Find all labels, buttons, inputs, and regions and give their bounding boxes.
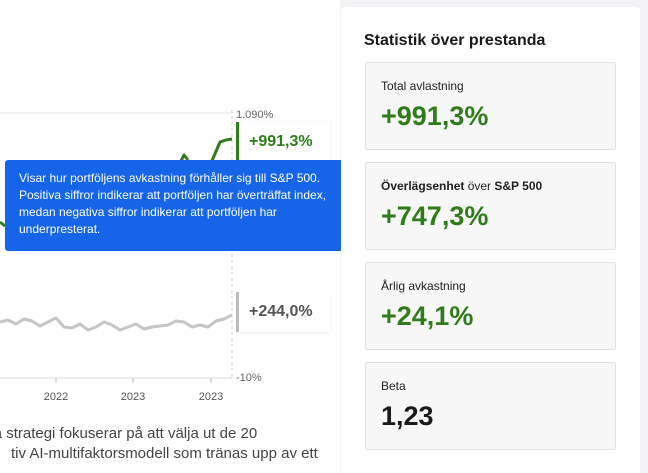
x-axis-label: 2023: [121, 391, 145, 403]
stat-value: +747,3%: [381, 201, 489, 231]
info-tooltip: Visar hur portföljens avkastning förhåll…: [5, 160, 359, 251]
description-line: tiv AI-multifaktorsmodell som tränas upp…: [11, 445, 318, 462]
stat-value: +24,1%: [381, 301, 474, 331]
portfolio-end-label: +991,3%: [236, 122, 330, 162]
stat-value: +991,3%: [381, 101, 489, 131]
stat-card-beta: Beta 1,23: [365, 362, 616, 450]
stat-label-bold: S&P 500: [494, 179, 543, 193]
sp500-series-line: [0, 313, 233, 332]
stat-value: 1,23: [381, 401, 434, 431]
stats-panel: Statistik över prestanda Total avlastnin…: [341, 7, 640, 473]
stat-card-outperformance[interactable]: Överlägsenhet över S&P 500 +747,3%: [365, 162, 616, 250]
y-axis-bottom-label: -10%: [236, 372, 262, 384]
sp500-end-label: +244,0%: [236, 292, 330, 332]
x-axis-label: 2023: [199, 391, 223, 403]
stat-card-total-return: Total avlastning +991,3%: [365, 62, 616, 150]
x-axis-label: 2022: [44, 391, 68, 403]
performance-chart: 1.090% -10% 2022 2023 2023: [0, 109, 274, 403]
stat-label: Beta: [381, 379, 406, 393]
description-line: nna strategi fokuserar på att välja ut d…: [0, 425, 258, 442]
stat-label: Årlig avkastning: [381, 279, 466, 293]
y-axis-top-label: 1.090%: [236, 109, 274, 121]
stat-label-bold: Överlägsenhet: [381, 179, 465, 193]
stat-label: Överlägsenhet över S&P 500: [381, 179, 542, 193]
panel-title: Statistik över prestanda: [364, 32, 546, 49]
stat-card-annual-return: Årlig avkastning +24,1%: [365, 262, 616, 350]
portfolio-series-line-left: [0, 220, 6, 228]
portfolio-series-line-end: [209, 137, 233, 164]
stat-label: Total avlastning: [381, 79, 464, 93]
stat-label-mid: över: [464, 179, 495, 193]
